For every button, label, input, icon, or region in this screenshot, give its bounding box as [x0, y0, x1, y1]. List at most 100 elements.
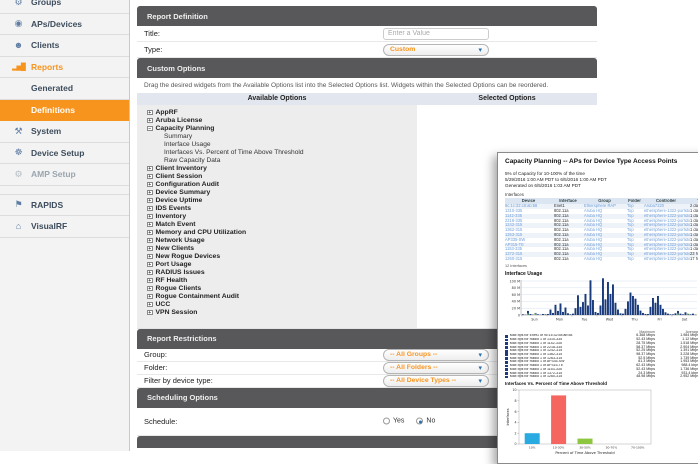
sidebar-item-clients[interactable]: ☻Clients [0, 35, 129, 57]
legend-series-label: Max bps for Radio 1 of 1260-315 [510, 375, 562, 379]
tree-child-raw-capacity-data[interactable]: Raw Capacity Data [147, 157, 417, 165]
expand-icon[interactable]: + [147, 110, 153, 116]
radio-no-selected[interactable] [416, 418, 423, 425]
sidebar-item-aps-devices[interactable]: ◉APs/Devices [0, 14, 129, 36]
tree-node-port-usage[interactable]: +Port Usage [147, 261, 417, 269]
tree-node-client-inventory[interactable]: +Client Inventory [147, 165, 417, 173]
expand-icon[interactable]: + [147, 222, 153, 228]
tree-node-label: AppRF [156, 109, 178, 117]
sidebar-item-definitions[interactable]: Definitions [0, 100, 129, 122]
tree-node-label: Inventory [156, 213, 187, 221]
tree-node-network-usage[interactable]: +Network Usage [147, 237, 417, 245]
expand-icon[interactable]: + [147, 118, 153, 124]
sidebar-item-amp-setup[interactable]: ⚙AMP Setup [0, 164, 129, 186]
expand-icon[interactable]: + [147, 230, 153, 236]
expand-icon[interactable]: + [147, 206, 153, 212]
svg-text:20 M: 20 M [512, 306, 520, 310]
sidebar-item-system[interactable]: ⚒System [0, 121, 129, 143]
tree-node-vpn-session[interactable]: +VPN Session [147, 309, 417, 317]
tree-node-rf-health[interactable]: +RF Health [147, 277, 417, 285]
tree-child-interface-usage[interactable]: Interface Usage [147, 141, 417, 149]
svg-text:40 M: 40 M [512, 299, 520, 303]
sidebar-item-generated[interactable]: Generated [0, 78, 129, 100]
expand-icon[interactable]: + [147, 166, 153, 172]
sidebar-item-device-setup[interactable]: ☸Device Setup [0, 143, 129, 165]
sidebar-item-label: Generated [31, 83, 73, 93]
tree-node-inventory[interactable]: +Inventory [147, 213, 417, 221]
expand-icon[interactable]: + [147, 310, 153, 316]
tree-child-interfaces-vs-percent-of-time-above-threshold[interactable]: Interfaces Vs. Percent of Time Above Thr… [147, 149, 417, 157]
sidebar-item-label: System [31, 126, 61, 136]
tree-node-new-rogue-devices[interactable]: +New Rogue Devices [147, 253, 417, 261]
expand-icon[interactable]: + [147, 182, 153, 188]
tree-node-ucc[interactable]: +UCC [147, 301, 417, 309]
type-select[interactable]: Custom ▾ [383, 44, 489, 56]
cell[interactable]: ethersphere-1322-porfidio [644, 257, 690, 262]
restriction-control: -- All Folders --▾ [383, 362, 489, 374]
expand-icon[interactable]: + [147, 270, 153, 276]
title-input[interactable] [383, 28, 489, 40]
schedule-option-yes[interactable]: Yes [383, 418, 404, 425]
tree-node-radius-issues[interactable]: +RADIUS Issues [147, 269, 417, 277]
tree-node-new-clients[interactable]: +New Clients [147, 245, 417, 253]
expand-icon[interactable]: + [147, 286, 153, 292]
rapids-icon: ⚑ [12, 199, 25, 210]
tree-node-memory-and-cpu-utilization[interactable]: +Memory and CPU Utilization [147, 229, 417, 237]
cell[interactable]: Aruba HQ [584, 257, 627, 262]
svg-text:Mon: Mon [556, 317, 563, 321]
sidebar-item-label: Device Setup [31, 148, 84, 158]
sidebar-item-reports[interactable]: ▂▅█Reports [0, 57, 129, 79]
tree-node-capacity-planning[interactable]: −Capacity Planning [147, 125, 417, 133]
available-options-tree: +AppRF+Aruba License−Capacity PlanningSu… [137, 105, 417, 328]
expand-icon[interactable]: + [147, 278, 153, 284]
sidebar-item-groups[interactable]: ⚙Groups [0, 0, 129, 14]
expand-icon[interactable]: + [147, 174, 153, 180]
expand-icon[interactable]: + [147, 294, 153, 300]
svg-text:80 M: 80 M [512, 286, 520, 290]
tree-node-label: Configuration Audit [156, 181, 220, 189]
threshold-bar-chart: 024681010%10-30%30-50%50-70%70-100%Perce… [505, 386, 698, 463]
tree-node-rogue-containment-audit[interactable]: +Rogue Containment Audit [147, 293, 417, 301]
folder-select[interactable]: -- All Folders --▾ [383, 362, 489, 374]
radio-yes[interactable] [383, 418, 390, 425]
title-label: Title: [144, 29, 160, 38]
expand-icon[interactable]: + [147, 262, 153, 268]
reports-icon: ▂▅█ [12, 63, 25, 71]
collapse-icon[interactable]: − [147, 126, 153, 132]
tree-node-apprf[interactable]: +AppRF [147, 109, 417, 117]
tree-node-aruba-license[interactable]: +Aruba License [147, 117, 417, 125]
tree-node-rogue-clients[interactable]: +Rogue Clients [147, 285, 417, 293]
tree-node-client-session[interactable]: +Client Session [147, 173, 417, 181]
column-header-group: Group [584, 199, 627, 204]
legend-average-value: 2.952 Mbps [655, 375, 698, 379]
tree-node-label: IDS Events [156, 205, 192, 213]
tree-node-label: Match Event [156, 221, 196, 229]
group-select[interactable]: -- All Groups --▾ [383, 349, 489, 361]
device-link[interactable]: 1260-315 [505, 257, 554, 262]
cell: 17 hrs 30 [690, 257, 698, 262]
sidebar-item-rapids[interactable]: ⚑RAPIDS [0, 195, 129, 217]
expand-icon[interactable]: + [147, 254, 153, 260]
tree-node-match-event[interactable]: +Match Event [147, 221, 417, 229]
expand-icon[interactable]: + [147, 198, 153, 204]
expand-icon[interactable]: + [147, 190, 153, 196]
tree-child-summary[interactable]: Summary [147, 133, 417, 141]
report-definition-header-label: Report Definition [147, 12, 208, 21]
schedule-option-no[interactable]: No [416, 418, 435, 425]
tree-node-device-uptime[interactable]: +Device Uptime [147, 197, 417, 205]
tree-node-configuration-audit[interactable]: +Configuration Audit [147, 181, 417, 189]
expand-icon[interactable]: + [147, 238, 153, 244]
sidebar-item-label: AMP Setup [31, 169, 76, 179]
svg-text:10-30%: 10-30% [553, 446, 565, 450]
aps-devices-icon: ◉ [12, 18, 25, 29]
expand-icon[interactable]: + [147, 214, 153, 220]
expand-icon[interactable]: + [147, 246, 153, 252]
sidebar-item-label: VisualRF [31, 221, 67, 231]
sidebar-item-label: Definitions [31, 105, 75, 115]
tree-node-device-summary[interactable]: +Device Summary [147, 189, 417, 197]
tree-node-ids-events[interactable]: +IDS Events [147, 205, 417, 213]
expand-icon[interactable]: + [147, 302, 153, 308]
sidebar-item-visualrf[interactable]: ⌂VisualRF [0, 216, 129, 238]
filter-by-device-type-select[interactable]: -- All Device Types --▾ [383, 375, 489, 387]
page: { "accent_colors": {"orange": "#f7941e",… [0, 0, 698, 451]
